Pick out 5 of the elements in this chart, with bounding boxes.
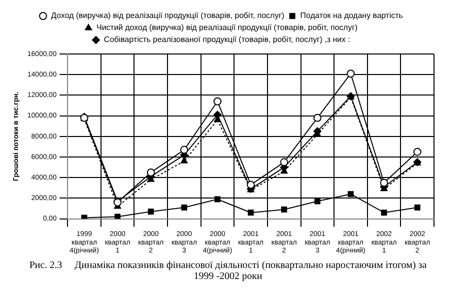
legend-label: Чистий доход (виручка) від реалізації продукції (товарів, робіт, послуг) — [96, 23, 358, 32]
legend-label: Податок на додану вартість — [300, 11, 403, 20]
legend-label: Доход (виручка) від реалізації продукції (товарів, робіт, послуг) — [51, 11, 285, 20]
legend-label: Собівартість реалізованої продукції (товарів, робіт, послуг) ,з них : — [104, 35, 350, 44]
text: Рис. 2.3 Динаміка показників фінансової діяльності (поквартально наростаючим ітогом) за 1999 -2002 роки — [28, 259, 428, 284]
